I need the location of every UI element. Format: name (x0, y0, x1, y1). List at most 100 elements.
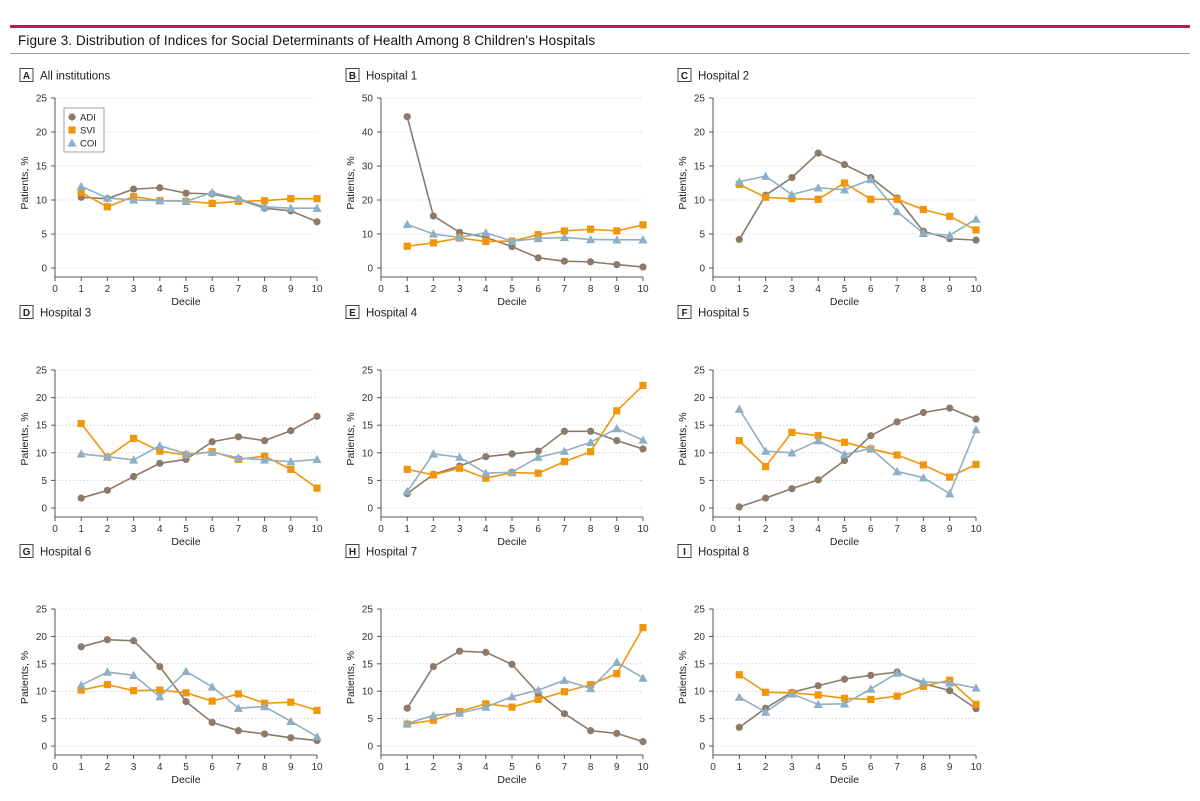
data-point-coi (612, 657, 622, 666)
panel-letter-box (345, 68, 360, 82)
data-point-coi (892, 206, 902, 216)
data-point-coi (286, 716, 296, 726)
data-point-svi (130, 687, 138, 695)
data-point-adi (182, 698, 190, 706)
x-tick-label: 9 (947, 284, 953, 295)
x-tick-label: 4 (157, 284, 163, 295)
data-point-svi (508, 703, 516, 711)
panel-h: H Hospital 7 0 5 10 15 20 25 0 1 2 3 4 5 6 7 8 9 10 Decile P… (345, 544, 649, 786)
data-point-coi (481, 468, 491, 477)
x-tick-label: 8 (921, 524, 927, 535)
x-tick-label: 10 (970, 284, 982, 295)
data-point-svi (287, 465, 295, 473)
data-point-adi (560, 710, 569, 718)
legend-marker-adi (68, 113, 76, 121)
data-point-coi (129, 455, 139, 464)
legend-label: SVI (80, 126, 95, 137)
data-point-coi (533, 233, 543, 243)
data-point-coi (207, 682, 217, 691)
x-axis-label: Decile (497, 774, 526, 786)
x-tick-label: 4 (483, 284, 489, 295)
x-tick-label: 8 (588, 284, 594, 295)
panel-letter-box (19, 544, 34, 558)
panel-letter: H (349, 547, 356, 558)
data-point-adi (156, 662, 164, 671)
data-point-adi (867, 671, 875, 679)
data-point-adi (156, 459, 164, 467)
x-tick-label: 2 (431, 762, 437, 773)
y-tick-label: 20 (694, 632, 706, 643)
x-axis-label: Decile (497, 536, 526, 548)
data-point-adi (261, 730, 269, 738)
data-point-coi (559, 675, 569, 684)
x-tick-label: 7 (236, 524, 242, 535)
y-tick-label: 30 (362, 162, 374, 173)
y-tick-label: 20 (362, 393, 374, 404)
data-point-coi (76, 680, 86, 689)
data-point-coi (734, 404, 744, 413)
data-point-svi (208, 697, 216, 705)
x-tick-label: 5 (509, 762, 515, 773)
data-point-adi (735, 723, 743, 731)
y-tick-label: 5 (699, 714, 705, 725)
data-point-svi (403, 465, 411, 473)
data-point-adi (613, 261, 621, 269)
data-point-svi (919, 682, 927, 690)
series-line-adi (81, 186, 318, 223)
y-tick-label: 15 (36, 421, 48, 432)
x-tick-label: 10 (311, 762, 323, 773)
data-point-svi (840, 694, 849, 702)
y-tick-label: 25 (362, 366, 374, 377)
data-point-svi (972, 460, 980, 468)
data-point-coi (507, 236, 517, 245)
x-tick-label: 6 (535, 524, 541, 535)
y-tick-label: 20 (36, 128, 48, 139)
y-tick-label: 0 (699, 742, 705, 753)
data-point-adi (130, 472, 138, 481)
x-axis-label: Decile (830, 536, 859, 548)
x-tick-label: 7 (236, 762, 242, 773)
x-tick-label: 8 (921, 284, 927, 295)
x-tick-label: 5 (183, 762, 189, 773)
series-line-coi (406, 661, 644, 725)
data-point-adi (946, 687, 954, 695)
x-tick-label: 2 (431, 524, 437, 535)
x-tick-label: 3 (131, 524, 137, 535)
data-point-svi (788, 195, 796, 203)
y-tick-label: 10 (36, 196, 48, 207)
data-point-adi (560, 427, 569, 435)
y-tick-label: 20 (694, 393, 706, 404)
x-tick-label: 1 (737, 762, 743, 773)
x-tick-label: 4 (157, 524, 163, 535)
data-point-adi (534, 447, 542, 455)
data-point-coi (402, 718, 412, 728)
x-tick-label: 2 (763, 524, 769, 535)
data-point-coi (586, 683, 596, 693)
x-tick-label: 5 (509, 524, 515, 535)
y-tick-label: 25 (694, 94, 706, 105)
data-point-coi (312, 732, 322, 741)
data-point-coi (260, 455, 270, 464)
data-point-coi (260, 701, 270, 711)
data-point-svi (77, 188, 85, 197)
y-tick-label: 10 (694, 687, 706, 698)
x-tick-label: 7 (562, 284, 568, 295)
y-tick-label: 25 (362, 605, 374, 616)
panel-title: Hospital 4 (366, 308, 418, 320)
panel-title: Hospital 8 (698, 547, 749, 559)
data-point-adi (534, 254, 542, 262)
y-axis-label: Patients, % (677, 412, 689, 465)
y-tick-label: 15 (694, 659, 706, 670)
data-point-adi (508, 660, 516, 668)
data-point-adi (130, 185, 138, 193)
data-point-svi (130, 434, 138, 443)
panel-d: D Hospital 3 0 5 10 15 20 25 0 1 2 3 4 5 6 7 8 9 10 Decile P… (19, 305, 323, 548)
y-tick-label: 15 (362, 421, 374, 432)
data-point-adi (456, 228, 464, 236)
series-line-svi (407, 627, 644, 725)
series-line-coi (406, 427, 644, 492)
x-tick-label: 8 (921, 762, 927, 773)
x-tick-label: 10 (970, 524, 982, 535)
data-point-adi (208, 718, 216, 727)
x-tick-label: 6 (209, 524, 215, 535)
